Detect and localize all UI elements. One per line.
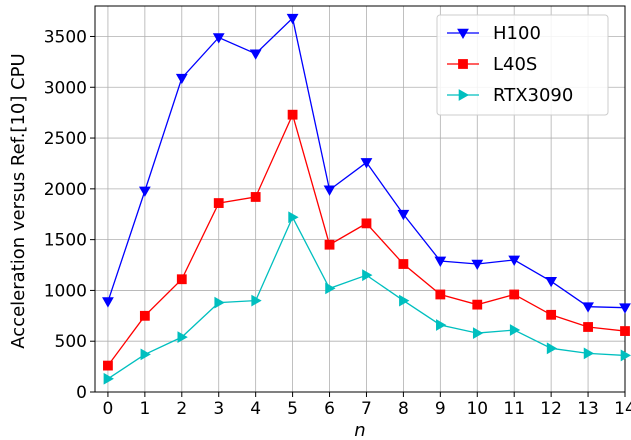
data-point (509, 324, 521, 336)
axis-ticks: 0 1 2 3 4 5 6 7 8 9 10 11 12 13 1405001000150020002500… (44, 27, 631, 419)
data-point (472, 327, 484, 339)
data-point (177, 331, 188, 344)
series-h100 (102, 13, 631, 314)
data-point (471, 259, 484, 271)
data-point (546, 342, 558, 355)
legend: H100 L40S RTX3090 (436, 14, 609, 116)
y-tick-label: 1000 (44, 281, 87, 301)
legend-item: L40S (447, 54, 537, 75)
data-point (324, 239, 335, 250)
y-tick-label: 3500 (44, 27, 87, 47)
data-point (323, 185, 336, 196)
x-tick-label: 0 (103, 399, 114, 419)
x-tick-label: 8 (398, 399, 409, 419)
series-rtx3090 (103, 211, 631, 385)
data-point (362, 269, 373, 282)
legend-marker (458, 89, 470, 101)
legend-label: L40S (493, 54, 537, 75)
legend-item: RTX3090 (447, 85, 573, 106)
data-point (102, 297, 114, 308)
y-tick-label: 0 (76, 383, 87, 403)
data-point (545, 276, 558, 288)
x-axis-label: n (354, 420, 365, 440)
data-point (214, 296, 225, 309)
data-point (288, 211, 299, 224)
data-point (583, 322, 593, 332)
data-point (435, 289, 446, 300)
data-point (175, 73, 188, 85)
y-tick-label: 2000 (44, 180, 87, 200)
x-tick-label: 6 (324, 399, 335, 419)
x-tick-label: 11 (503, 399, 525, 419)
legend-marker (457, 28, 469, 40)
data-point (620, 349, 631, 362)
legend-item: H100 (447, 23, 541, 44)
x-tick-label: 3 (213, 399, 224, 419)
data-point (249, 49, 262, 60)
x-tick-label: 5 (287, 399, 298, 419)
data-point (619, 303, 631, 314)
x-tick-label: 2 (176, 399, 187, 419)
legend-box (436, 14, 609, 116)
data-point (436, 319, 447, 331)
data-point (583, 347, 595, 360)
y-axis-label: Acceleration versus Ref.[10] CPU (8, 53, 29, 348)
x-tick-label: 12 (540, 399, 562, 419)
data-point (250, 192, 261, 202)
x-tick-label: 9 (435, 399, 446, 419)
x-tick-label: 4 (250, 399, 261, 419)
x-tick-label: 14 (614, 399, 631, 419)
data-point (103, 372, 114, 385)
legend-label: RTX3090 (493, 85, 573, 106)
series-l40s (103, 109, 630, 371)
x-tick-label: 10 (466, 399, 488, 419)
data-point (287, 109, 298, 120)
data-point (138, 186, 151, 197)
data-point (397, 209, 410, 221)
y-tick-label: 1500 (44, 231, 87, 251)
data-point (546, 309, 557, 320)
data-point (508, 255, 521, 266)
x-tick-label: 7 (361, 399, 372, 419)
data-point (582, 302, 594, 313)
data-point (251, 294, 262, 307)
legend-label: H100 (493, 23, 541, 44)
data-point (176, 274, 187, 285)
y-tick-label: 3000 (44, 78, 87, 98)
series-lines (102, 13, 631, 385)
data-point (286, 13, 299, 25)
legend-marker (458, 59, 468, 69)
data-point (103, 360, 113, 371)
plot-frame (94, 5, 626, 393)
data-point (139, 310, 150, 321)
y-tick-label: 2500 (44, 129, 87, 149)
y-tick-label: 500 (55, 332, 87, 352)
data-point (399, 294, 410, 307)
data-point (325, 282, 336, 295)
data-point (212, 33, 225, 44)
data-point (360, 158, 373, 169)
data-point (213, 198, 224, 208)
x-tick-label: 1 (139, 399, 150, 419)
data-point (434, 256, 447, 267)
data-point (398, 259, 409, 269)
data-point (140, 348, 151, 361)
data-point (361, 218, 372, 229)
data-point (472, 299, 483, 310)
x-tick-label: 13 (577, 399, 599, 419)
data-point (620, 326, 630, 336)
data-point (509, 289, 520, 300)
